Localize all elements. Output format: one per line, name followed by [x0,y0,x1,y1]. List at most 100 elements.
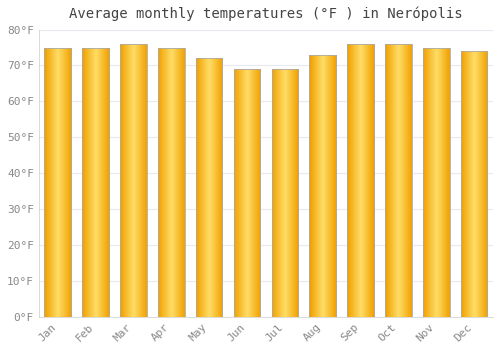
Bar [462,51,463,317]
Bar [471,51,472,317]
Bar [85,48,86,317]
Bar [135,44,136,317]
Bar [411,44,412,317]
Bar [331,55,332,317]
Bar [137,44,138,317]
Bar [45,48,46,317]
Bar [465,51,466,317]
Bar [52,48,54,317]
Bar [127,44,128,317]
Bar [244,69,246,317]
Bar [70,48,71,317]
Bar [131,44,132,317]
Bar [123,44,124,317]
Bar [327,55,328,317]
Bar [287,69,288,317]
Bar [479,51,480,317]
Bar [463,51,464,317]
Bar [389,44,390,317]
Bar [124,44,125,317]
Bar [58,48,59,317]
Bar [294,69,296,317]
Bar [171,48,172,317]
Bar [202,58,203,317]
Bar [410,44,411,317]
Bar [425,48,426,317]
Bar [461,51,462,317]
Bar [468,51,469,317]
Bar [469,51,470,317]
Bar [250,69,252,317]
Bar [88,48,89,317]
Bar [272,69,298,317]
Bar [96,48,98,317]
Bar [438,48,440,317]
Bar [423,48,424,317]
Bar [184,48,185,317]
Bar [359,44,360,317]
Bar [65,48,66,317]
Bar [426,48,427,317]
Bar [332,55,334,317]
Bar [125,44,126,317]
Bar [214,58,215,317]
Bar [296,69,298,317]
Bar [235,69,236,317]
Bar [355,44,356,317]
Bar [433,48,434,317]
Bar [334,55,336,317]
Bar [362,44,363,317]
Bar [161,48,162,317]
Bar [158,48,184,317]
Bar [323,55,324,317]
Bar [401,44,402,317]
Bar [285,69,286,317]
Bar [325,55,326,317]
Bar [212,58,213,317]
Bar [475,51,476,317]
Bar [241,69,242,317]
Bar [404,44,405,317]
Bar [238,69,239,317]
Bar [365,44,366,317]
Bar [319,55,320,317]
Bar [68,48,69,317]
Bar [177,48,178,317]
Bar [256,69,257,317]
Bar [105,48,106,317]
Bar [168,48,169,317]
Bar [94,48,96,317]
Bar [179,48,180,317]
Bar [98,48,100,317]
Bar [83,48,84,317]
Bar [405,44,406,317]
Bar [470,51,471,317]
Bar [448,48,449,317]
Bar [167,48,168,317]
Bar [91,48,92,317]
Bar [234,69,260,317]
Bar [314,55,315,317]
Bar [290,69,292,317]
Bar [196,58,198,317]
Bar [260,69,261,317]
Bar [164,48,165,317]
Bar [476,51,477,317]
Bar [364,44,365,317]
Bar [166,48,167,317]
Bar [158,48,160,317]
Bar [371,44,372,317]
Bar [109,48,110,317]
Bar [484,51,486,317]
Bar [237,69,238,317]
Bar [272,69,273,317]
Bar [430,48,431,317]
Bar [350,44,352,317]
Bar [429,48,430,317]
Bar [310,55,336,317]
Bar [281,69,282,317]
Bar [142,44,144,317]
Bar [220,58,221,317]
Bar [447,48,448,317]
Bar [175,48,176,317]
